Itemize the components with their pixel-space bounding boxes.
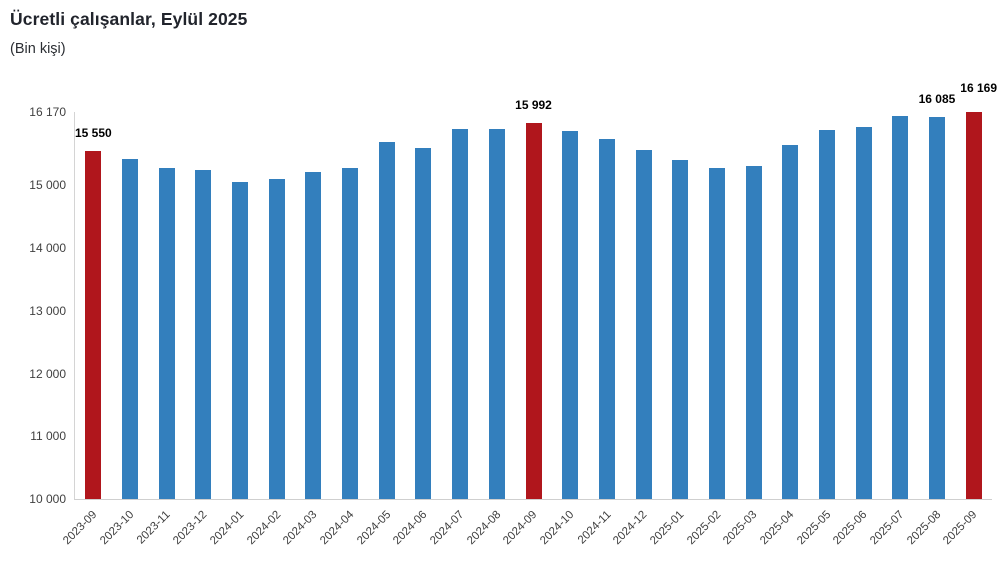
bar-2025-06[interactable]	[855, 127, 872, 499]
bar-2024-02[interactable]	[268, 178, 285, 499]
y-tick-label: 10 000	[29, 492, 66, 506]
x-tick-label-text: 2024-07	[428, 508, 467, 548]
y-tick-label: 16 170	[29, 105, 66, 119]
bar-2024-04[interactable]	[342, 167, 359, 499]
x-tick-label-text: 2024-04	[317, 508, 357, 548]
x-tick-label-text: 2024-03	[281, 508, 320, 548]
bar-2024-11[interactable]	[598, 139, 615, 499]
x-tick-label-text: 2024-02	[244, 508, 283, 548]
bar-2023-10[interactable]	[122, 159, 139, 499]
bar-2025-02[interactable]	[708, 167, 725, 499]
bar-2024-06[interactable]	[415, 147, 432, 499]
bar-value-label: 16 085	[918, 92, 956, 107]
x-tick-label-text: 2025-08	[904, 508, 944, 548]
x-tick-label-text: 2023-12	[171, 508, 210, 548]
bar-2024-05[interactable]	[378, 141, 395, 499]
x-tick-label-text: 2025-01	[648, 508, 687, 548]
bar-2024-09[interactable]	[525, 123, 542, 499]
bar-2024-12[interactable]	[635, 149, 652, 499]
bar-2023-12[interactable]	[195, 170, 212, 499]
bar-value-label: 15 992	[515, 98, 552, 113]
bar-2024-03[interactable]	[305, 171, 322, 499]
y-tick-label: 12 000	[29, 366, 66, 381]
x-tick-label-text: 2025-09	[941, 508, 980, 548]
bar-2025-03[interactable]	[745, 165, 762, 499]
x-tick-label-text: 2024-11	[575, 508, 614, 547]
bar-2024-01[interactable]	[232, 182, 249, 499]
y-tick-label: 15 000	[29, 178, 66, 193]
y-axis: 16 170 15 000 14 000 13 000 12 000 11 000 10 0…	[0, 105, 66, 506]
chart-title: Ücretli çalışanlar, Eylül 2025	[10, 9, 248, 29]
bar-2025-05[interactable]	[818, 130, 835, 499]
x-tick-label-text: 2023-11	[135, 508, 173, 547]
x-tick-label-text: 2024-06	[391, 508, 430, 548]
bar-2025-09[interactable]	[965, 112, 982, 499]
x-tick-label-text: 2024-12	[611, 508, 650, 548]
bar-2024-10[interactable]	[562, 131, 579, 499]
x-tick-label-text: 2023-09	[61, 508, 100, 548]
bar-2023-11[interactable]	[158, 167, 175, 499]
bar-value-label: 16 169	[960, 81, 998, 96]
bar-2023-09[interactable]	[85, 150, 102, 499]
bar-2025-01[interactable]	[672, 160, 689, 499]
chart-subtitle: (Bin kişi)	[10, 41, 66, 57]
x-tick-label-text: 2025-03	[721, 508, 760, 548]
bar-2025-07[interactable]	[892, 115, 909, 499]
y-tick-label: 14 000	[29, 241, 66, 256]
x-tick-label-text: 2024-05	[354, 508, 394, 548]
x-tick-label-text: 2024-08	[464, 508, 504, 548]
bar-2025-08[interactable]	[928, 117, 945, 499]
x-tick-label-text: 2024-09	[501, 508, 540, 548]
x-tick-label-text: 2025-02	[684, 508, 724, 548]
x-tick-label-text: 2023-10	[97, 508, 137, 548]
y-tick-label: 13 000	[29, 303, 66, 318]
bar-value-label: 15 550	[74, 125, 112, 140]
bar-2024-07[interactable]	[452, 128, 469, 499]
x-tick-label-text: 2025-06	[831, 508, 870, 548]
bar-2025-04[interactable]	[782, 144, 799, 499]
x-tick-label-text: 2024-10	[538, 508, 577, 548]
x-axis: 2023-09 2023-10 2023-11 2023-12 2024-01 2024-…	[61, 500, 991, 577]
plot-area: 15 550 15 992 16 085 16 169	[74, 82, 997, 500]
bar-2024-08[interactable]	[488, 128, 505, 499]
y-tick-label: 11 000	[30, 429, 66, 444]
x-tick-label-text: 2025-07	[868, 508, 907, 548]
x-tick-label-text: 2025-04	[758, 508, 797, 548]
x-tick-label-text: 2025-05	[794, 508, 834, 548]
x-tick-label-text: 2024-01	[207, 508, 247, 548]
